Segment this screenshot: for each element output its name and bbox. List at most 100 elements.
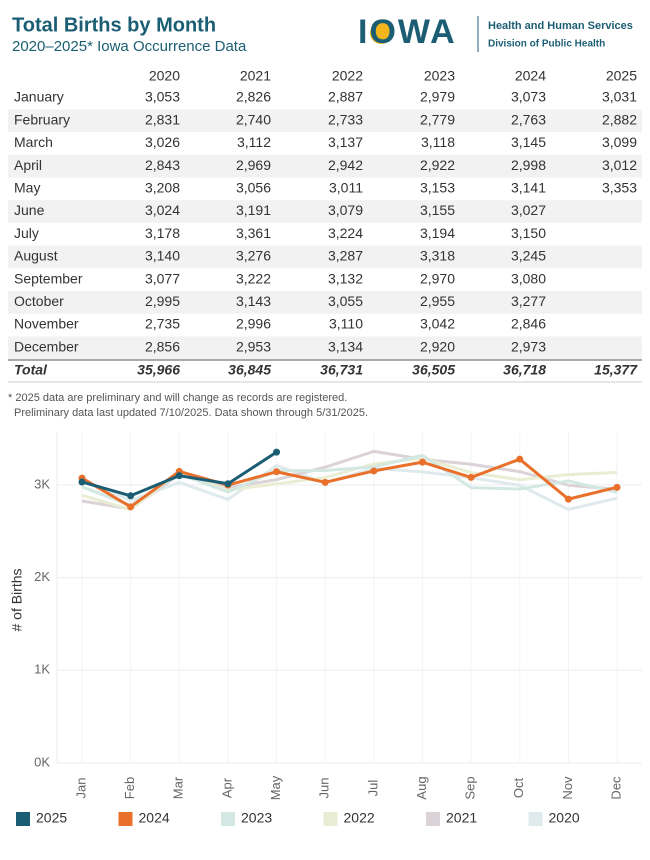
- cell: 2,735: [145, 316, 180, 332]
- x-tick-label: Dec: [608, 776, 623, 800]
- row-label: April: [14, 157, 42, 173]
- series-line: [81, 453, 618, 507]
- cell: 3,080: [511, 270, 546, 286]
- row-label: March: [14, 134, 53, 150]
- cell: 3,099: [602, 134, 637, 150]
- series-point: [516, 455, 524, 463]
- cell: 2,846: [511, 316, 546, 332]
- legend-label: 2021: [446, 810, 477, 826]
- cell: 2,831: [145, 111, 180, 127]
- x-tick-label: Nov: [560, 776, 575, 800]
- note: * 2025 data are preliminary and will cha…: [8, 392, 347, 404]
- cell: 3,073: [511, 89, 546, 105]
- x-tick-label: Jul: [365, 780, 380, 797]
- cell: 3,132: [328, 270, 363, 286]
- cell: 2,733: [328, 111, 363, 127]
- series-point: [613, 483, 621, 491]
- legend-swatch: [426, 812, 440, 826]
- cell: 2,922: [420, 157, 455, 173]
- series-point: [273, 448, 281, 456]
- cell: 2,740: [236, 111, 271, 127]
- column-header: 2020: [149, 68, 180, 84]
- legend-label: 2025: [36, 810, 67, 826]
- cell: 3,208: [145, 180, 180, 196]
- cell: 2,856: [145, 338, 180, 354]
- column-header: 2021: [240, 68, 271, 84]
- row-label: February: [14, 111, 70, 127]
- y-tick-label: 3K: [34, 476, 50, 491]
- cell: 3,134: [328, 338, 363, 354]
- cell: 3,224: [328, 225, 363, 241]
- cell: 2,973: [511, 338, 546, 354]
- x-tick-label: Oct: [511, 778, 526, 799]
- cell: 3,155: [420, 202, 455, 218]
- row-label: December: [14, 338, 79, 354]
- total-cell: 36,731: [320, 362, 363, 378]
- total-cell: 36,845: [228, 362, 271, 378]
- cell: 3,194: [420, 225, 455, 241]
- legend-swatch: [221, 812, 235, 826]
- cell: 3,027: [511, 202, 546, 218]
- cell: 3,276: [236, 248, 271, 264]
- series-point: [224, 480, 232, 488]
- total-cell: 15,377: [594, 362, 638, 378]
- series-point: [418, 458, 426, 466]
- note: Preliminary data last updated 7/10/2025.…: [14, 407, 368, 419]
- legend-label: 2022: [344, 810, 375, 826]
- x-tick-label: Apr: [219, 777, 234, 798]
- total-label: Total: [14, 362, 48, 378]
- row-label: May: [14, 180, 40, 196]
- x-tick-label: Feb: [122, 777, 137, 799]
- cell: 3,353: [602, 180, 637, 196]
- series-line: [81, 457, 618, 509]
- series-point: [467, 473, 475, 481]
- y-tick-label: 2K: [34, 569, 50, 584]
- subtitle: 2020–2025* Iowa Occurrence Data: [12, 38, 247, 55]
- legend-label: 2020: [549, 810, 580, 826]
- y-tick-label: 0K: [34, 754, 50, 769]
- legend-swatch: [118, 812, 133, 826]
- cell: 3,112: [237, 134, 271, 150]
- cell: 3,145: [511, 134, 546, 150]
- cell: 2,998: [511, 157, 546, 173]
- cell: 3,042: [420, 316, 455, 332]
- legend-swatch: [528, 812, 543, 826]
- legend-label: 2024: [139, 810, 170, 826]
- cell: 2,996: [236, 316, 271, 332]
- x-tick-label: Mar: [171, 776, 186, 799]
- row-label: November: [14, 316, 79, 332]
- logo: IOWA: [358, 13, 457, 51]
- cell: 2,979: [420, 89, 455, 105]
- column-header: 2024: [515, 68, 546, 84]
- series-point: [78, 478, 86, 486]
- row-label: January: [14, 89, 64, 105]
- title: Total Births by Month: [12, 14, 216, 36]
- agency: Health and Human Services: [488, 20, 633, 32]
- legend-swatch: [16, 812, 30, 826]
- series-point: [321, 478, 329, 486]
- cell: 3,140: [145, 248, 180, 264]
- cell: 3,079: [328, 202, 363, 218]
- row-band: [8, 336, 642, 360]
- cell: 2,826: [236, 89, 271, 105]
- cell: 3,277: [511, 293, 546, 309]
- cell: 2,763: [511, 111, 546, 127]
- cell: 3,118: [421, 134, 455, 150]
- cell: 3,153: [420, 180, 455, 196]
- y-tick-label: 1K: [34, 662, 50, 677]
- cell: 2,887: [328, 89, 363, 105]
- row-label: July: [14, 225, 39, 241]
- legend-label: 2023: [241, 810, 272, 826]
- cell: 3,056: [236, 180, 271, 196]
- cell: 3,191: [236, 202, 271, 218]
- cell: 3,287: [328, 248, 363, 264]
- row-label: August: [14, 248, 58, 264]
- cell: 2,995: [145, 293, 180, 309]
- cell: 3,110: [329, 316, 363, 332]
- total-cell: 36,505: [412, 362, 455, 378]
- cell: 3,141: [511, 180, 546, 196]
- cell: 2,843: [145, 157, 180, 173]
- cell: 2,970: [420, 270, 455, 286]
- cell: 3,178: [145, 225, 180, 241]
